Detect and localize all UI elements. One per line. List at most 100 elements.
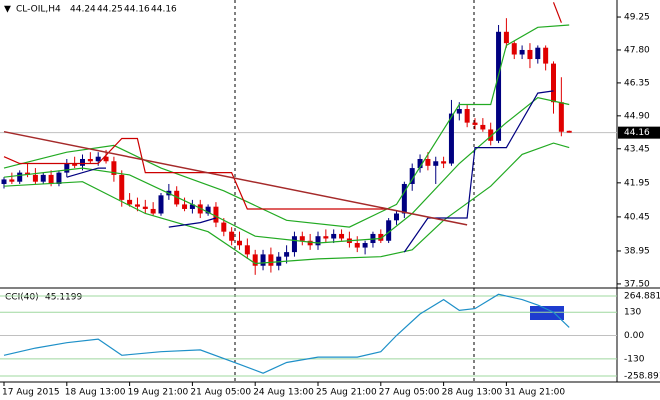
cci-title: CCI(40)	[5, 293, 39, 303]
candle-body	[480, 124, 486, 130]
candle-body	[535, 47, 541, 60]
band-line	[3, 24, 570, 228]
candle-body	[339, 233, 345, 239]
candle-body	[386, 220, 392, 241]
y-tick-label: 47.80	[624, 45, 650, 55]
candle-body	[354, 243, 360, 248]
candle-body	[103, 156, 109, 162]
candle-body	[417, 158, 423, 169]
x-tick-label: 25 Aug 21:00	[316, 388, 377, 398]
candle-body	[237, 240, 242, 246]
ohlc-open: 44.24	[70, 5, 96, 15]
candle-body	[519, 49, 525, 55]
candle-body	[150, 208, 156, 214]
candle-body	[433, 161, 439, 166]
y-tick-label: 264.8817	[624, 292, 660, 302]
candle-body	[496, 31, 502, 141]
candle-body	[558, 102, 564, 132]
candle-body	[87, 158, 93, 162]
candle-body	[48, 174, 54, 184]
candle-body	[448, 113, 454, 164]
candle-body	[127, 199, 133, 205]
stop-line	[3, 2, 562, 210]
candle-body	[472, 122, 478, 125]
candle-body	[488, 129, 494, 141]
candle-body	[119, 174, 125, 200]
candle-body	[315, 236, 321, 246]
trend-line	[3, 130, 468, 226]
y-tick-label: 38.95	[624, 246, 650, 256]
candle-body	[1, 179, 7, 184]
candle-body	[307, 240, 313, 246]
candle-body	[527, 49, 533, 60]
last-price-box	[618, 126, 660, 139]
ohlc-close: 44.16	[151, 5, 177, 15]
candle-body	[323, 236, 329, 239]
last-price-label: 44.16	[624, 128, 650, 138]
x-tick-label: 24 Aug 13:00	[253, 388, 314, 398]
candle-body	[244, 245, 250, 255]
y-tick-label: -258.891	[624, 372, 660, 382]
stop-line	[66, 90, 554, 253]
candle-body	[409, 168, 415, 184]
candle-body	[205, 206, 211, 214]
candle-body	[17, 172, 23, 182]
candle-body	[543, 47, 549, 64]
cci-box	[530, 306, 564, 320]
ohlc-low: 44.16	[124, 5, 150, 15]
candle-body	[362, 243, 368, 248]
candle-body	[284, 252, 290, 257]
candle-body	[566, 130, 572, 133]
candle-body	[260, 254, 266, 266]
x-tick-label: 19 Aug 21:00	[128, 388, 189, 398]
y-tick-label: 44.90	[624, 111, 650, 121]
candle-body	[80, 158, 85, 166]
candle-body	[394, 213, 399, 221]
y-tick-label: 46.35	[624, 78, 650, 88]
candle-body	[299, 236, 305, 241]
candle-body	[331, 233, 337, 239]
candle-body	[213, 206, 219, 223]
candle-body	[182, 204, 188, 209]
x-tick-label: 18 Aug 13:00	[65, 388, 126, 398]
candle-body	[456, 109, 462, 114]
y-tick-label: 41.95	[624, 178, 650, 188]
candle-body	[111, 161, 117, 175]
candle-body	[441, 161, 447, 164]
candle-body	[9, 179, 15, 182]
candle-body	[229, 231, 235, 241]
band-line	[3, 142, 570, 265]
candle-body	[142, 206, 148, 209]
y-tick-label: 43.45	[624, 144, 650, 154]
candle-body	[268, 254, 274, 266]
candle-body	[40, 174, 46, 182]
candle-body	[134, 204, 140, 207]
candle-body	[72, 163, 78, 166]
candle-body	[378, 233, 384, 241]
candle-body	[56, 172, 62, 184]
y-tick-label: 37.50	[624, 279, 650, 289]
x-tick-label: 31 Aug 21:00	[504, 388, 565, 398]
candle-body	[401, 183, 407, 214]
candle-body	[221, 222, 227, 232]
candle-body	[425, 158, 431, 166]
candle-body	[252, 254, 258, 266]
candle-body	[64, 163, 70, 173]
candle-body	[511, 43, 517, 55]
candle-body	[32, 174, 38, 182]
x-tick-label: 17 Aug 2015	[2, 388, 60, 398]
candle-body	[158, 195, 164, 214]
candle-body	[95, 156, 101, 162]
menu-arrow[interactable]: ▼	[4, 5, 11, 15]
symbol: CL-OIL,H4	[16, 5, 61, 15]
x-tick-label: 27 Aug 05:00	[379, 388, 440, 398]
band-line	[3, 97, 570, 244]
candle-body	[551, 63, 556, 103]
cci-value: 45.1199	[45, 293, 82, 303]
y-tick-label: 49.25	[624, 13, 650, 23]
x-tick-label: 28 Aug 13:00	[442, 388, 503, 398]
y-tick-label: 0.00	[624, 331, 644, 341]
cci-line	[3, 293, 570, 374]
